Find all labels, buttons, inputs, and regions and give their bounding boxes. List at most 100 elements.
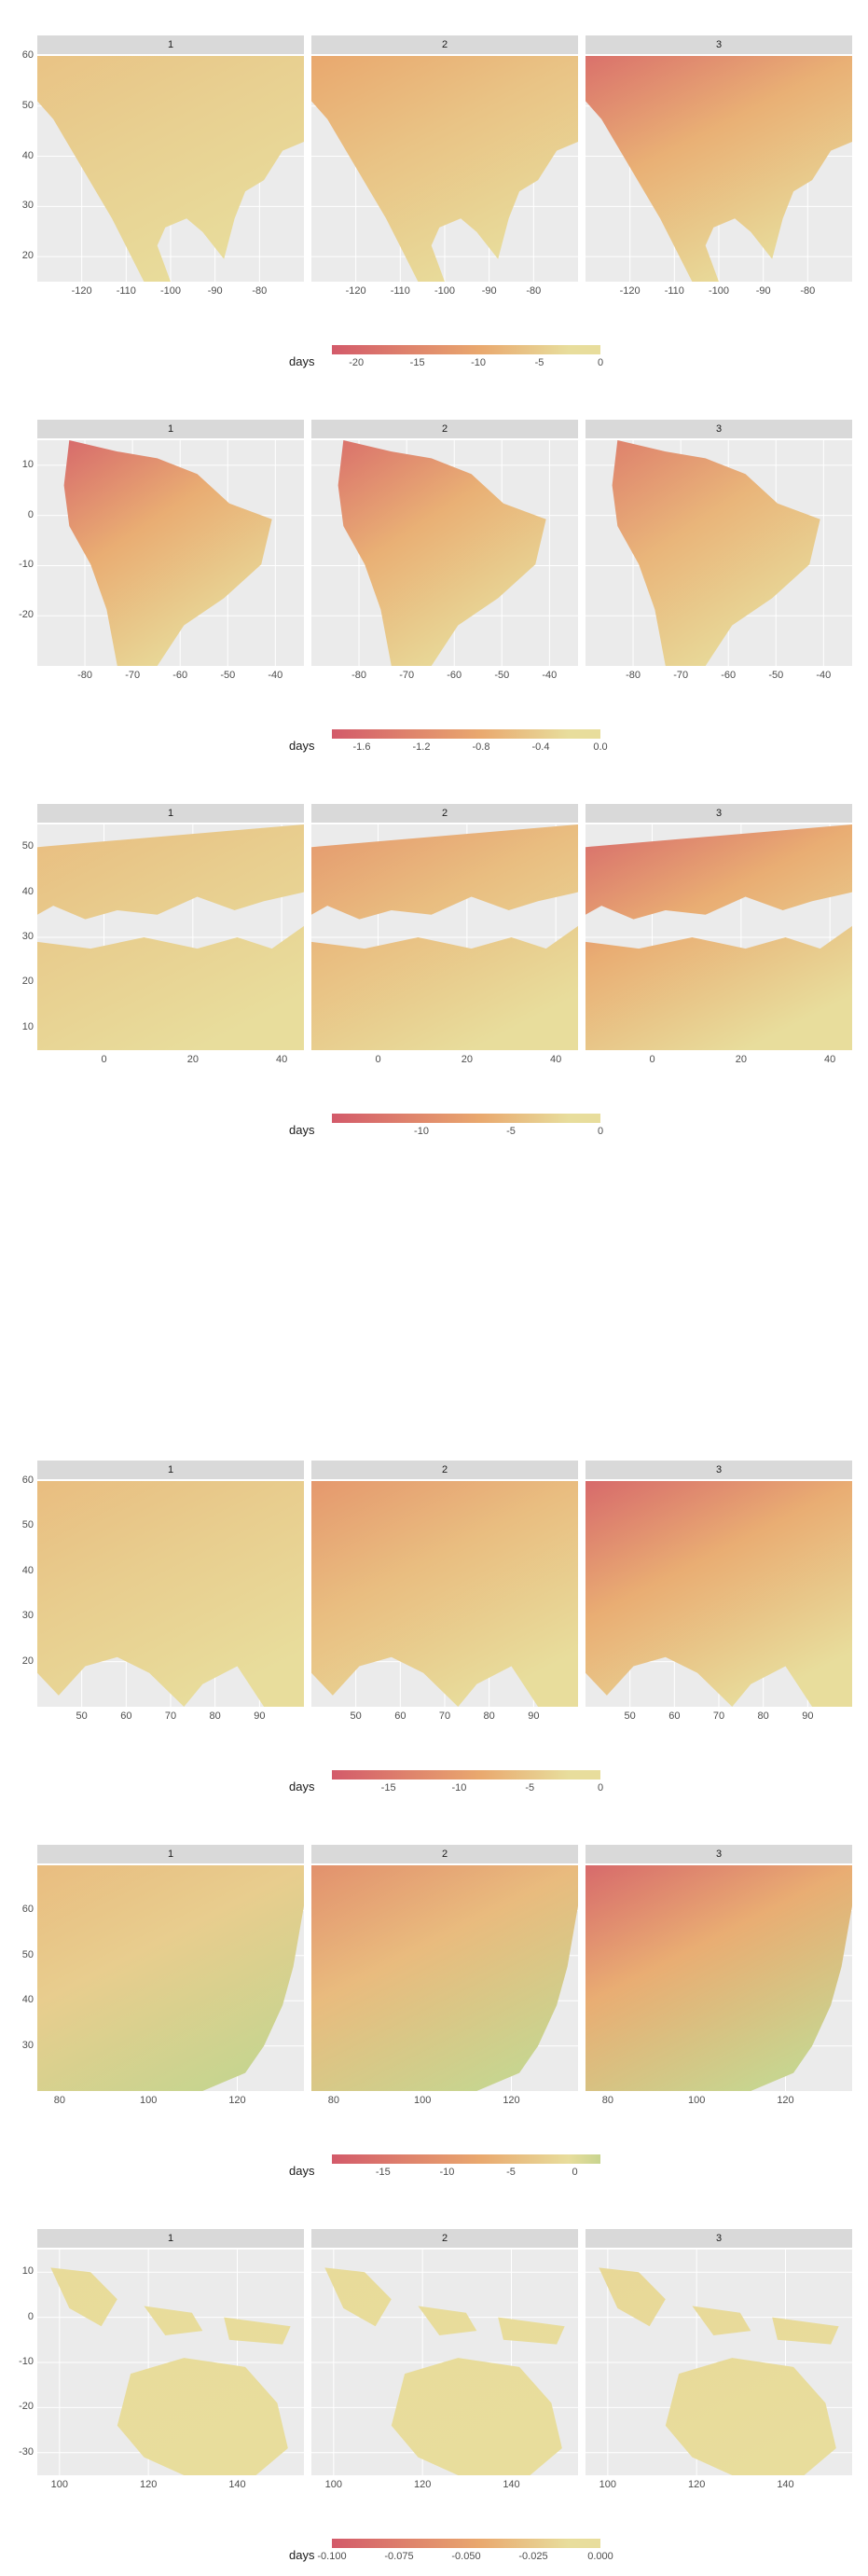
x-tick-label: 70 [152, 1710, 189, 1722]
map-svg [586, 2250, 852, 2475]
x-tick-label: -80 [66, 670, 103, 681]
y-tick-label: 10 [7, 1021, 34, 1032]
y-tick-label: 40 [7, 1565, 34, 1576]
x-tick-label: 20 [174, 1054, 212, 1065]
colorbar-legend: days -15 -10 -5 0 [0, 1770, 868, 1807]
facet-strip-label: 2 [311, 1461, 578, 1479]
legend-colorbar [332, 729, 600, 739]
facet-strip-label: 3 [586, 1845, 852, 1863]
map-svg [37, 2250, 304, 2475]
x-tick-label: -80 [515, 285, 552, 297]
x-tick-label: 120 [219, 2095, 256, 2106]
legend-title: days [289, 1780, 314, 1794]
x-tick-label: 140 [493, 2479, 530, 2490]
map-svg [37, 1865, 304, 2091]
facet-strip-label: 3 [586, 35, 852, 54]
x-tick-label: 0 [634, 1054, 671, 1065]
facet-strip-label: 3 [586, 2229, 852, 2248]
x-tick-label: 100 [41, 2479, 78, 2490]
x-tick-label: 40 [811, 1054, 848, 1065]
map-svg [311, 1865, 578, 2091]
facet-strip-label: 2 [311, 1845, 578, 1863]
x-tick-label: 80 [197, 1710, 234, 1722]
x-tick-label: 40 [537, 1054, 574, 1065]
facet-strip-label: 3 [586, 804, 852, 823]
legend-tick-label: -15 [394, 357, 441, 368]
x-tick-label: -70 [388, 670, 425, 681]
legend-colorbar [332, 1114, 600, 1123]
x-tick-label: 80 [471, 1710, 508, 1722]
legend-tick-label: -15 [360, 2167, 406, 2178]
map-panel [311, 440, 578, 666]
map-svg [586, 440, 852, 666]
map-panel [37, 56, 304, 282]
facet-figure-south-america: 1 -80 -70 -60 -50 -40 2 -80 -70 -60 -50 -40 3 -80 -70 -… [0, 420, 868, 767]
map-panel [311, 56, 578, 282]
legend-tick-label: -0.8 [458, 741, 504, 753]
x-tick-label: 0 [360, 1054, 397, 1065]
y-tick-label: 50 [7, 1519, 34, 1530]
map-svg [37, 1481, 304, 1707]
x-tick-label: -80 [340, 670, 378, 681]
map-panel [586, 1865, 852, 2091]
legend-tick-label: -20 [333, 357, 379, 368]
map-panel [586, 440, 852, 666]
land-heat-area [311, 1481, 578, 1707]
facet-figure-north-america: 1 -120 -110 -100 -90 -80 2 -120 -110 -100 -90 -80 3-… [0, 35, 868, 382]
y-tick-label: 20 [7, 250, 34, 261]
map-panel [37, 440, 304, 666]
y-tick-label: -20 [7, 2401, 34, 2412]
colorbar-legend: days -10 -5 0 [0, 1114, 868, 1151]
facet-figure-east-asia: 1 80 100 120 2 80 100 120 3 80 100 120 60 50 40 30 days -… [0, 1845, 868, 2192]
x-tick-label: 90 [789, 1710, 826, 1722]
x-tick-label: 60 [107, 1710, 145, 1722]
legend-tick-label: -1.2 [398, 741, 445, 753]
y-tick-label: 30 [7, 2040, 34, 2051]
y-tick-label: 60 [7, 1475, 34, 1486]
colorbar-legend: days -1.6 -1.2 -0.8 -0.4 0.0 [0, 729, 868, 767]
land-heat-area [37, 1481, 304, 1707]
x-tick-label: 120 [130, 2479, 167, 2490]
x-tick-label: -40 [256, 670, 294, 681]
x-tick-label: 40 [263, 1054, 300, 1065]
x-tick-label: -110 [655, 285, 693, 297]
x-tick-label: -70 [662, 670, 699, 681]
legend-tick-label: -0.100 [309, 2551, 355, 2562]
land-heat-area [338, 440, 546, 666]
x-tick-label: 80 [745, 1710, 782, 1722]
map-svg [586, 1865, 852, 2091]
x-tick-label: 70 [700, 1710, 737, 1722]
map-panel [586, 1481, 852, 1707]
y-tick-label: -10 [7, 2356, 34, 2367]
x-tick-label: -50 [757, 670, 794, 681]
x-tick-label: -70 [114, 670, 151, 681]
facet-strip-label: 3 [586, 1461, 852, 1479]
y-tick-label: 10 [7, 2265, 34, 2277]
x-tick-label: 140 [219, 2479, 256, 2490]
legend-tick-label: 0.0 [577, 741, 624, 753]
x-tick-label: 80 [589, 2095, 627, 2106]
land-heat-area [37, 1865, 304, 2091]
facet-strip-label: 2 [311, 420, 578, 438]
map-svg [586, 824, 852, 1050]
y-tick-label: 40 [7, 886, 34, 897]
x-tick-label: 80 [41, 2095, 78, 2106]
x-tick-label: -120 [63, 285, 101, 297]
x-tick-label: -60 [161, 670, 199, 681]
legend-tick-label: 0 [577, 1782, 624, 1794]
facet-figure-central-asia: 1 50 60 70 80 90 2 50 60 70 80 90 3 50 60 70 80 90 60 50 40 3… [0, 1461, 868, 1807]
y-tick-label: 40 [7, 150, 34, 161]
x-tick-label: -40 [530, 670, 568, 681]
y-tick-label: 30 [7, 200, 34, 211]
legend-title: days [289, 1123, 314, 1137]
legend-tick-label: -10 [423, 2167, 470, 2178]
x-tick-label: 100 [589, 2479, 627, 2490]
legend-title: days [289, 2164, 314, 2178]
legend-tick-label: -5 [488, 1126, 534, 1137]
x-tick-label: -50 [483, 670, 520, 681]
map-svg [311, 56, 578, 282]
map-svg [586, 56, 852, 282]
map-svg [311, 1481, 578, 1707]
x-tick-label: -110 [381, 285, 419, 297]
colorbar-legend: days -20 -15 -10 -5 0 [0, 345, 868, 382]
